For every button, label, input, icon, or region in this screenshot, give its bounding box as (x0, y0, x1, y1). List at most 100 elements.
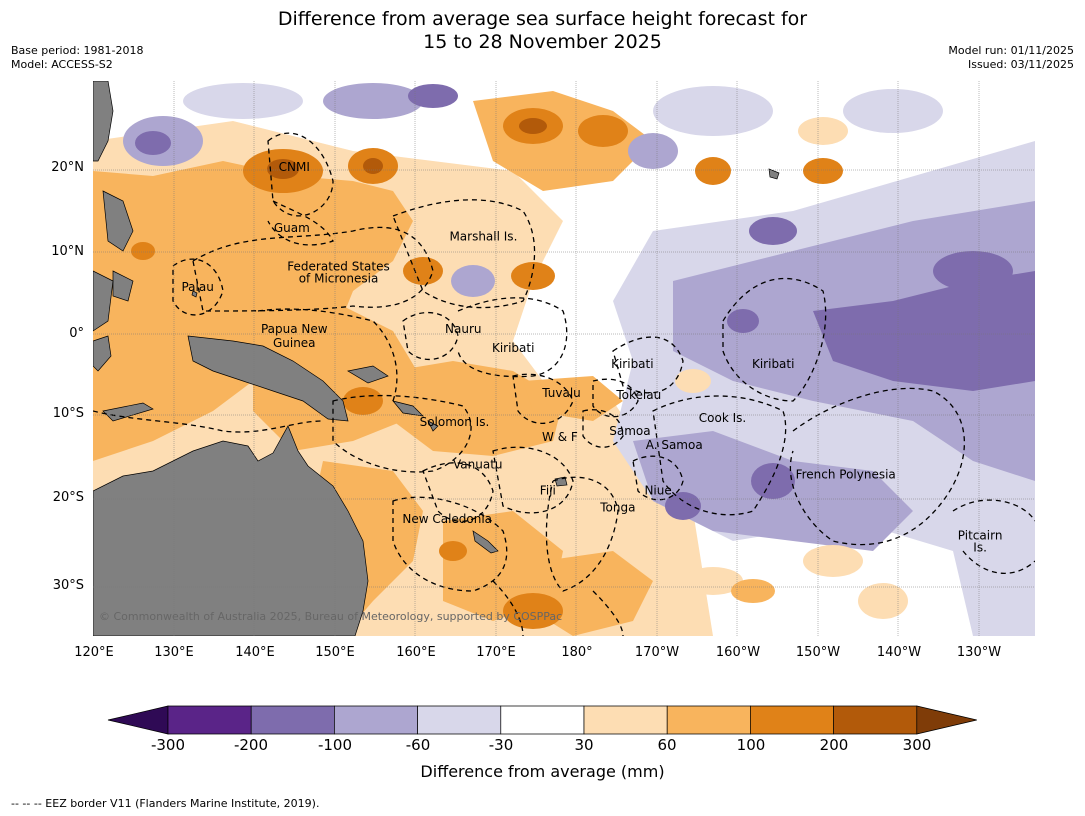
colorbar-cells (107, 705, 977, 735)
eez-border-cook (652, 395, 787, 516)
place-label: Pitcairn (958, 528, 1003, 542)
anomaly-core-dark-orange (803, 158, 843, 184)
lon-label: 160°W (715, 645, 761, 660)
place-label: A. Samoa (646, 438, 703, 452)
place-label: New Caledonia (402, 512, 492, 526)
anomaly-core-dark-orange (511, 262, 555, 290)
title-line-1: Difference from average sea surface heig… (277, 8, 808, 30)
anomaly-blob-lavender-north (183, 83, 303, 119)
colorbar-tick: -200 (233, 736, 269, 754)
anomaly-field (93, 83, 1035, 636)
eez-border-kiribati-west (457, 297, 568, 378)
colorbar-tick: -300 (150, 736, 186, 754)
colorbar-cell (833, 705, 918, 735)
sulawesi-land (93, 335, 112, 372)
anomaly-core-purple (751, 463, 795, 499)
copyright-notice: © Commonwealth of Australia 2025, Bureau… (99, 610, 562, 623)
new-caledonia-land (472, 530, 499, 554)
place-label: French Polynesia (796, 467, 896, 481)
new-guinea-land (187, 335, 349, 422)
place-label: Kiribati (752, 357, 794, 371)
lon-label: 140°W (876, 645, 922, 660)
metadata-left: Base period: 1981-2018 Model: ACCESS-S2 (11, 44, 143, 72)
lon-label: 120°E (74, 645, 114, 660)
graticule (93, 81, 1035, 636)
place-label: W & F (542, 430, 578, 444)
eez-border-french-polynesia (789, 387, 966, 546)
place-label: Marshall Is. (449, 229, 517, 243)
place-label: Is. (973, 541, 987, 555)
colorbar-tick: 100 (736, 736, 766, 754)
anomaly-blob-lavender-north (653, 86, 773, 136)
place-label: Federated States (287, 259, 389, 273)
eez-border-fiji (492, 446, 574, 514)
new-britain-land (347, 365, 389, 384)
anomaly-blob-lilac-marshall (451, 265, 495, 297)
place-label: Niue (644, 484, 671, 498)
place-label: Nauru (445, 322, 481, 336)
hawaii-land (768, 168, 780, 180)
eez-border-kiribati-east (722, 277, 827, 402)
anomaly-region-purple-equator (813, 271, 1035, 391)
colorbar-tick: 200 (819, 736, 849, 754)
eez-border-pitcairn (952, 499, 1035, 574)
eez-border-marshall (392, 199, 536, 309)
anomaly-region-orange-south (533, 551, 653, 636)
anomaly-patch-light-orange (803, 545, 863, 577)
anomaly-region-orange-png (253, 301, 423, 451)
colorbar-label: Difference from average (mm) (420, 762, 665, 781)
lon-label: 180° (561, 645, 593, 660)
place-label: Tonga (599, 501, 635, 515)
colorbar-cell (666, 705, 751, 735)
issued-text: Issued: 03/11/2025 (967, 58, 1074, 71)
lat-label: 10°S (52, 406, 84, 421)
fiji-land (554, 476, 568, 487)
model-text: Model: ACCESS-S2 (11, 58, 113, 71)
lat-label: 20°N (51, 160, 84, 175)
colorbar-cell (167, 705, 252, 735)
place-label: Cook Is. (699, 411, 746, 425)
eez-border-kermadec (492, 580, 624, 636)
place-label: Guam (274, 221, 310, 235)
eez-border-tonga (545, 476, 619, 592)
place-label: Vanuatu (453, 457, 503, 471)
eez-border-tokelau (592, 378, 639, 418)
anomaly-core-purple (933, 251, 1013, 291)
colorbar-tick: -100 (317, 736, 353, 754)
anomaly-patch-light-orange (731, 579, 775, 603)
lon-label: 150°W (795, 645, 841, 660)
anomaly-core-dark-orange (578, 115, 628, 147)
solomon-islands-land (392, 400, 439, 432)
colorbar-under-arrow (107, 705, 169, 735)
eez-border-micronesia (192, 226, 434, 312)
place-label: of Micronesia (299, 272, 379, 286)
anomaly-blob-lilac-north (628, 133, 678, 169)
place-label: Kiribati (611, 357, 653, 371)
eez-borders (93, 132, 1035, 636)
palau-land (191, 290, 198, 298)
anomaly-patch-light-orange (675, 369, 711, 393)
eez-border-solomon (332, 394, 472, 473)
lat-label: 30°S (52, 578, 84, 593)
metadata-right: Model run: 01/11/2025 Issued: 03/11/2025 (948, 44, 1074, 72)
anomaly-core-brown (267, 159, 299, 179)
eez-border-kiribati-central (612, 336, 684, 394)
place-label: Papua New (261, 322, 328, 336)
anomaly-region-orange-solomon (393, 361, 563, 456)
colorbar (107, 705, 977, 735)
lon-label: 160°E (396, 645, 436, 660)
place-label: Solomon Is. (420, 415, 490, 429)
lon-label: 170°E (476, 645, 516, 660)
eez-border-samoa (582, 409, 624, 448)
anomaly-blob-purple-north (408, 84, 458, 108)
eez-border-vanuatu (422, 462, 494, 522)
colorbar-cell (250, 705, 335, 735)
anomaly-patch-light-orange (683, 567, 743, 595)
colorbar-tick: -60 (405, 736, 431, 754)
lat-label: 20°S (52, 490, 84, 505)
anomaly-blob-lilac-north (323, 83, 423, 119)
colorbar-cell (417, 705, 502, 735)
anomaly-core-purple (727, 309, 759, 333)
place-label: Tokelau (615, 388, 661, 402)
eez-border-cnmi (267, 132, 334, 217)
